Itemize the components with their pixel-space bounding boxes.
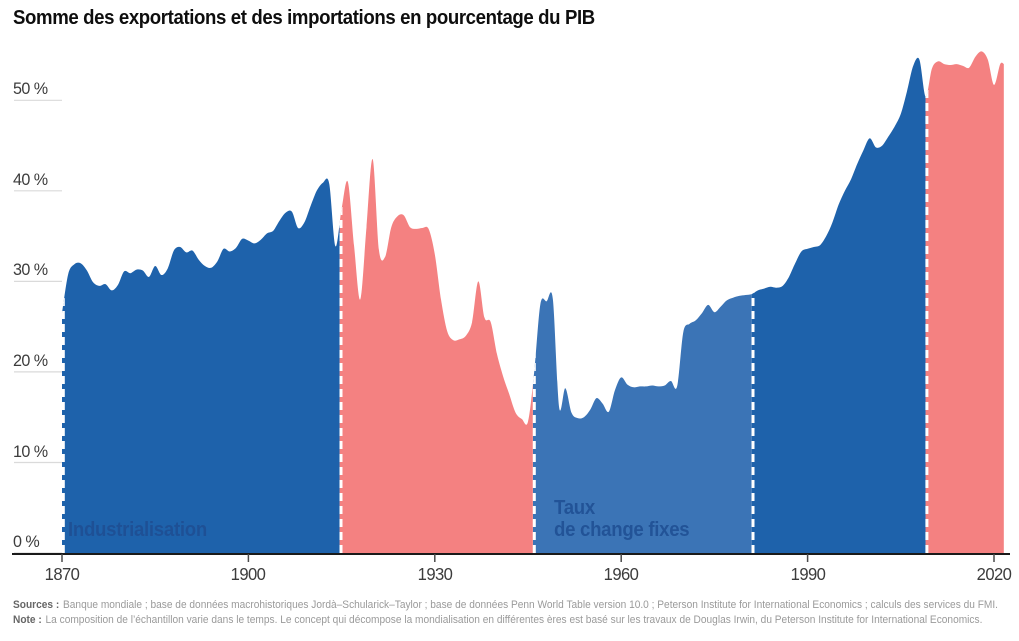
sources-label: Sources :	[13, 599, 60, 611]
era-area-industrialisation	[62, 178, 340, 553]
era-area-taux-de-change-fixes	[533, 292, 752, 553]
x-axis-tick-label: 1900	[231, 564, 266, 584]
note-text: La composition de l’échantillon varie da…	[45, 614, 983, 626]
x-axis-tick-label: 1960	[603, 564, 639, 584]
sources-line: Sources : Banque mondiale ; base de donné…	[13, 598, 998, 613]
y-axis-tick-label: 40 %	[13, 169, 48, 189]
y-axis-tick-label: 0 %	[13, 532, 40, 551]
x-axis-tick-label: 1930	[417, 564, 453, 584]
y-axis-tick-label: 50 %	[13, 79, 48, 99]
era-label-line: Industrialisation	[67, 519, 207, 541]
era-label-line: Taux	[554, 497, 596, 519]
y-axis-tick-label: 30 %	[13, 260, 48, 280]
note-line: Note : La composition de l’échantillon va…	[13, 613, 982, 628]
y-axis-tick-label: 10 %	[13, 441, 48, 461]
era-area-guerres	[339, 159, 533, 553]
era-area-liberalisation	[751, 57, 926, 553]
sources-text: Banque mondiale ; base de données macroh…	[63, 599, 999, 611]
chart-footer: Sources : Banque mondiale ; base de donné…	[13, 598, 998, 628]
x-axis-tick-label: 2020	[976, 564, 1012, 584]
era-label-line: de change fixes	[554, 519, 690, 541]
note-label: Note :	[13, 614, 42, 626]
era-label-taux-de-change-fixes: Taux de change fixes	[554, 497, 690, 541]
x-axis-tick-label: 1870	[44, 564, 80, 584]
chart-title: Somme des exportations et des importatio…	[13, 7, 595, 29]
x-axis-tick-label: 1990	[790, 564, 825, 584]
y-axis-tick-label: 20 %	[13, 350, 48, 370]
era-label-industrialisation: Industrialisation	[68, 519, 207, 541]
era-area-slowbalisation	[925, 51, 1004, 553]
